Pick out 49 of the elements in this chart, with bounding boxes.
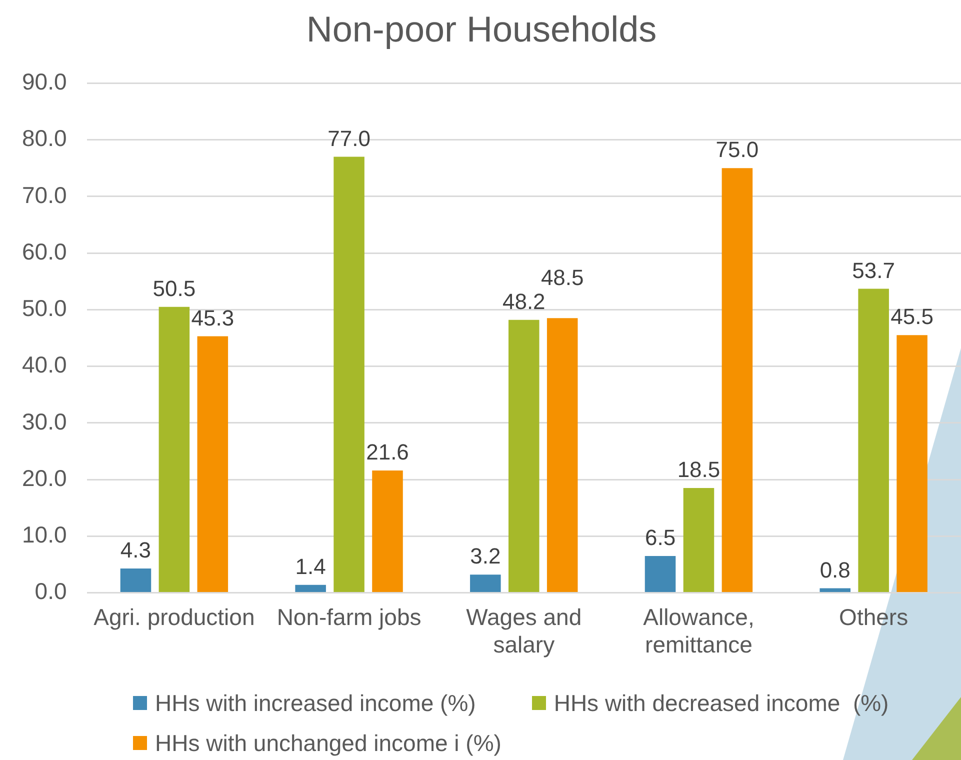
data-label: 53.7	[852, 258, 895, 283]
data-label: 6.5	[644, 525, 676, 550]
y-tick-label: 50.0	[22, 295, 67, 322]
x-tick-label: Allowance, remittance	[643, 604, 754, 658]
data-label: 45.3	[191, 305, 234, 330]
bar	[295, 584, 326, 592]
legend-label: HHs with increased income (%)	[155, 689, 476, 718]
bar	[158, 306, 190, 592]
y-tick-label: 60.0	[22, 238, 67, 264]
x-tick-label: Others	[839, 604, 908, 630]
x-tick-label: Agri. production	[94, 604, 255, 630]
y-tick-label: 90.0	[22, 68, 67, 95]
y-tick-label: 0.0	[34, 578, 67, 604]
bar	[644, 556, 676, 592]
x-tick-label: Wages and salary	[466, 604, 582, 658]
y-tick-label: 80.0	[22, 125, 67, 152]
bar	[858, 288, 889, 592]
data-label: 48.2	[502, 288, 546, 314]
data-label: 75.0	[716, 137, 759, 162]
data-label: 1.4	[295, 554, 326, 579]
bar	[820, 588, 850, 592]
data-label: 3.2	[470, 544, 501, 569]
bar	[197, 336, 228, 592]
bar	[896, 335, 928, 592]
bar	[546, 318, 578, 592]
data-label: 0.8	[820, 557, 850, 582]
legend-label: HHs with unchanged income i (%)	[155, 729, 502, 758]
bar	[683, 488, 714, 592]
data-label: 77.0	[328, 126, 370, 151]
x-tick-label: Non-farm jobs	[276, 604, 422, 630]
bar	[722, 168, 753, 592]
data-label: 18.5	[677, 457, 720, 482]
data-label: 50.5	[152, 276, 196, 301]
y-tick-label: 30.0	[22, 408, 67, 434]
y-tick-label: 40.0	[22, 352, 67, 378]
y-tick-label: 70.0	[22, 182, 67, 208]
bar	[372, 470, 403, 592]
data-label: 48.5	[540, 264, 584, 290]
data-label: 45.5	[890, 304, 934, 330]
bar	[120, 568, 152, 592]
y-tick-label: 10.0	[22, 522, 67, 548]
chart-title: Non-poor Households	[306, 8, 657, 50]
data-label: 21.6	[366, 440, 409, 465]
data-label: 4.3	[120, 538, 152, 563]
legend-label: HHs with decreased income (%)	[554, 689, 889, 718]
bar	[470, 574, 501, 592]
y-tick-label: 20.0	[22, 464, 67, 491]
bar	[508, 320, 540, 592]
bar	[334, 156, 364, 592]
